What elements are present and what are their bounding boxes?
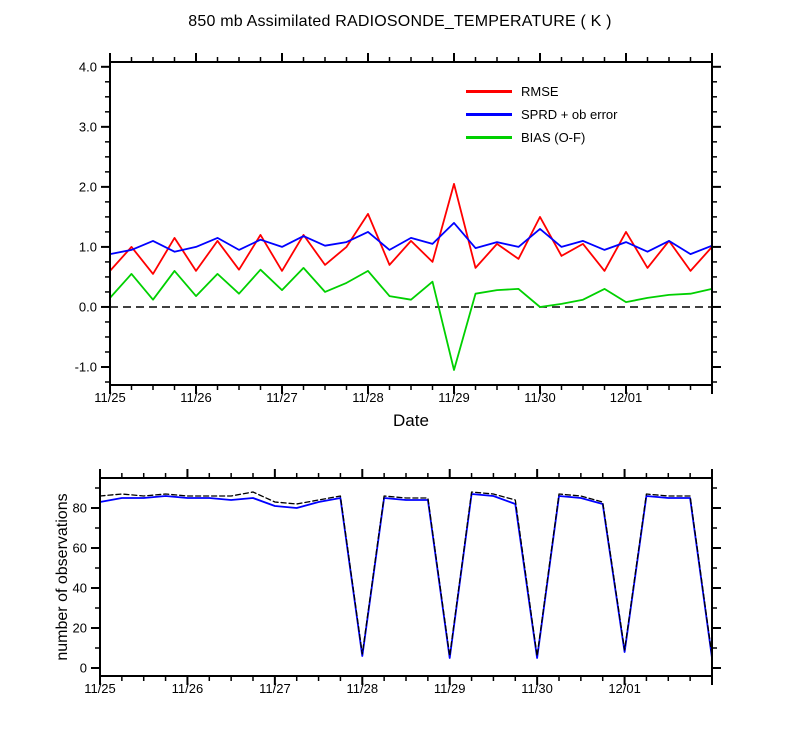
legend-item-sprd: SPRD + ob error: [466, 103, 617, 126]
legend-label-rmse: RMSE: [521, 84, 559, 99]
svg-text:11/28: 11/28: [347, 681, 379, 696]
svg-text:11/30: 11/30: [524, 390, 556, 405]
svg-text:60: 60: [73, 541, 87, 556]
svg-text:11/29: 11/29: [438, 390, 470, 405]
x-axis-label-date: Date: [393, 411, 429, 430]
svg-text:11/26: 11/26: [172, 681, 204, 696]
svg-text:11/28: 11/28: [352, 390, 384, 405]
svg-text:11/27: 11/27: [259, 681, 291, 696]
svg-text:3.0: 3.0: [79, 119, 97, 134]
svg-text:-1.0: -1.0: [75, 359, 97, 374]
legend-swatch-rmse-line: [466, 90, 512, 93]
y-axis-label-observations: number of observations: [54, 493, 71, 661]
svg-text:11/25: 11/25: [84, 681, 116, 696]
legend-label-sprd: SPRD + ob error: [521, 107, 618, 122]
svg-text:80: 80: [73, 501, 87, 516]
svg-text:0.0: 0.0: [79, 299, 97, 314]
svg-text:11/30: 11/30: [521, 681, 553, 696]
svg-text:11/26: 11/26: [180, 390, 212, 405]
legend-item-rmse: RMSE: [466, 80, 617, 103]
svg-text:11/27: 11/27: [266, 390, 298, 405]
legend-swatch-sprd-line: [466, 113, 512, 116]
svg-text:11/29: 11/29: [434, 681, 466, 696]
legend: RMSE SPRD + ob error BIAS (O-F): [466, 80, 617, 149]
svg-text:4.0: 4.0: [79, 59, 97, 74]
svg-text:2.0: 2.0: [79, 179, 97, 194]
legend-label-bias: BIAS (O-F): [521, 130, 586, 145]
svg-text:1.0: 1.0: [79, 239, 97, 254]
legend-swatch-bias-line: [466, 136, 512, 139]
legend-item-bias: BIAS (O-F): [466, 126, 617, 149]
svg-text:20: 20: [73, 621, 87, 636]
svg-text:40: 40: [73, 581, 87, 596]
svg-text:0: 0: [80, 661, 87, 676]
svg-text:12/01: 12/01: [610, 390, 643, 405]
chart-title: 850 mb Assimilated RADIOSONDE_TEMPERATUR…: [188, 13, 612, 30]
svg-text:11/25: 11/25: [94, 390, 126, 405]
svg-text:12/01: 12/01: [608, 681, 641, 696]
